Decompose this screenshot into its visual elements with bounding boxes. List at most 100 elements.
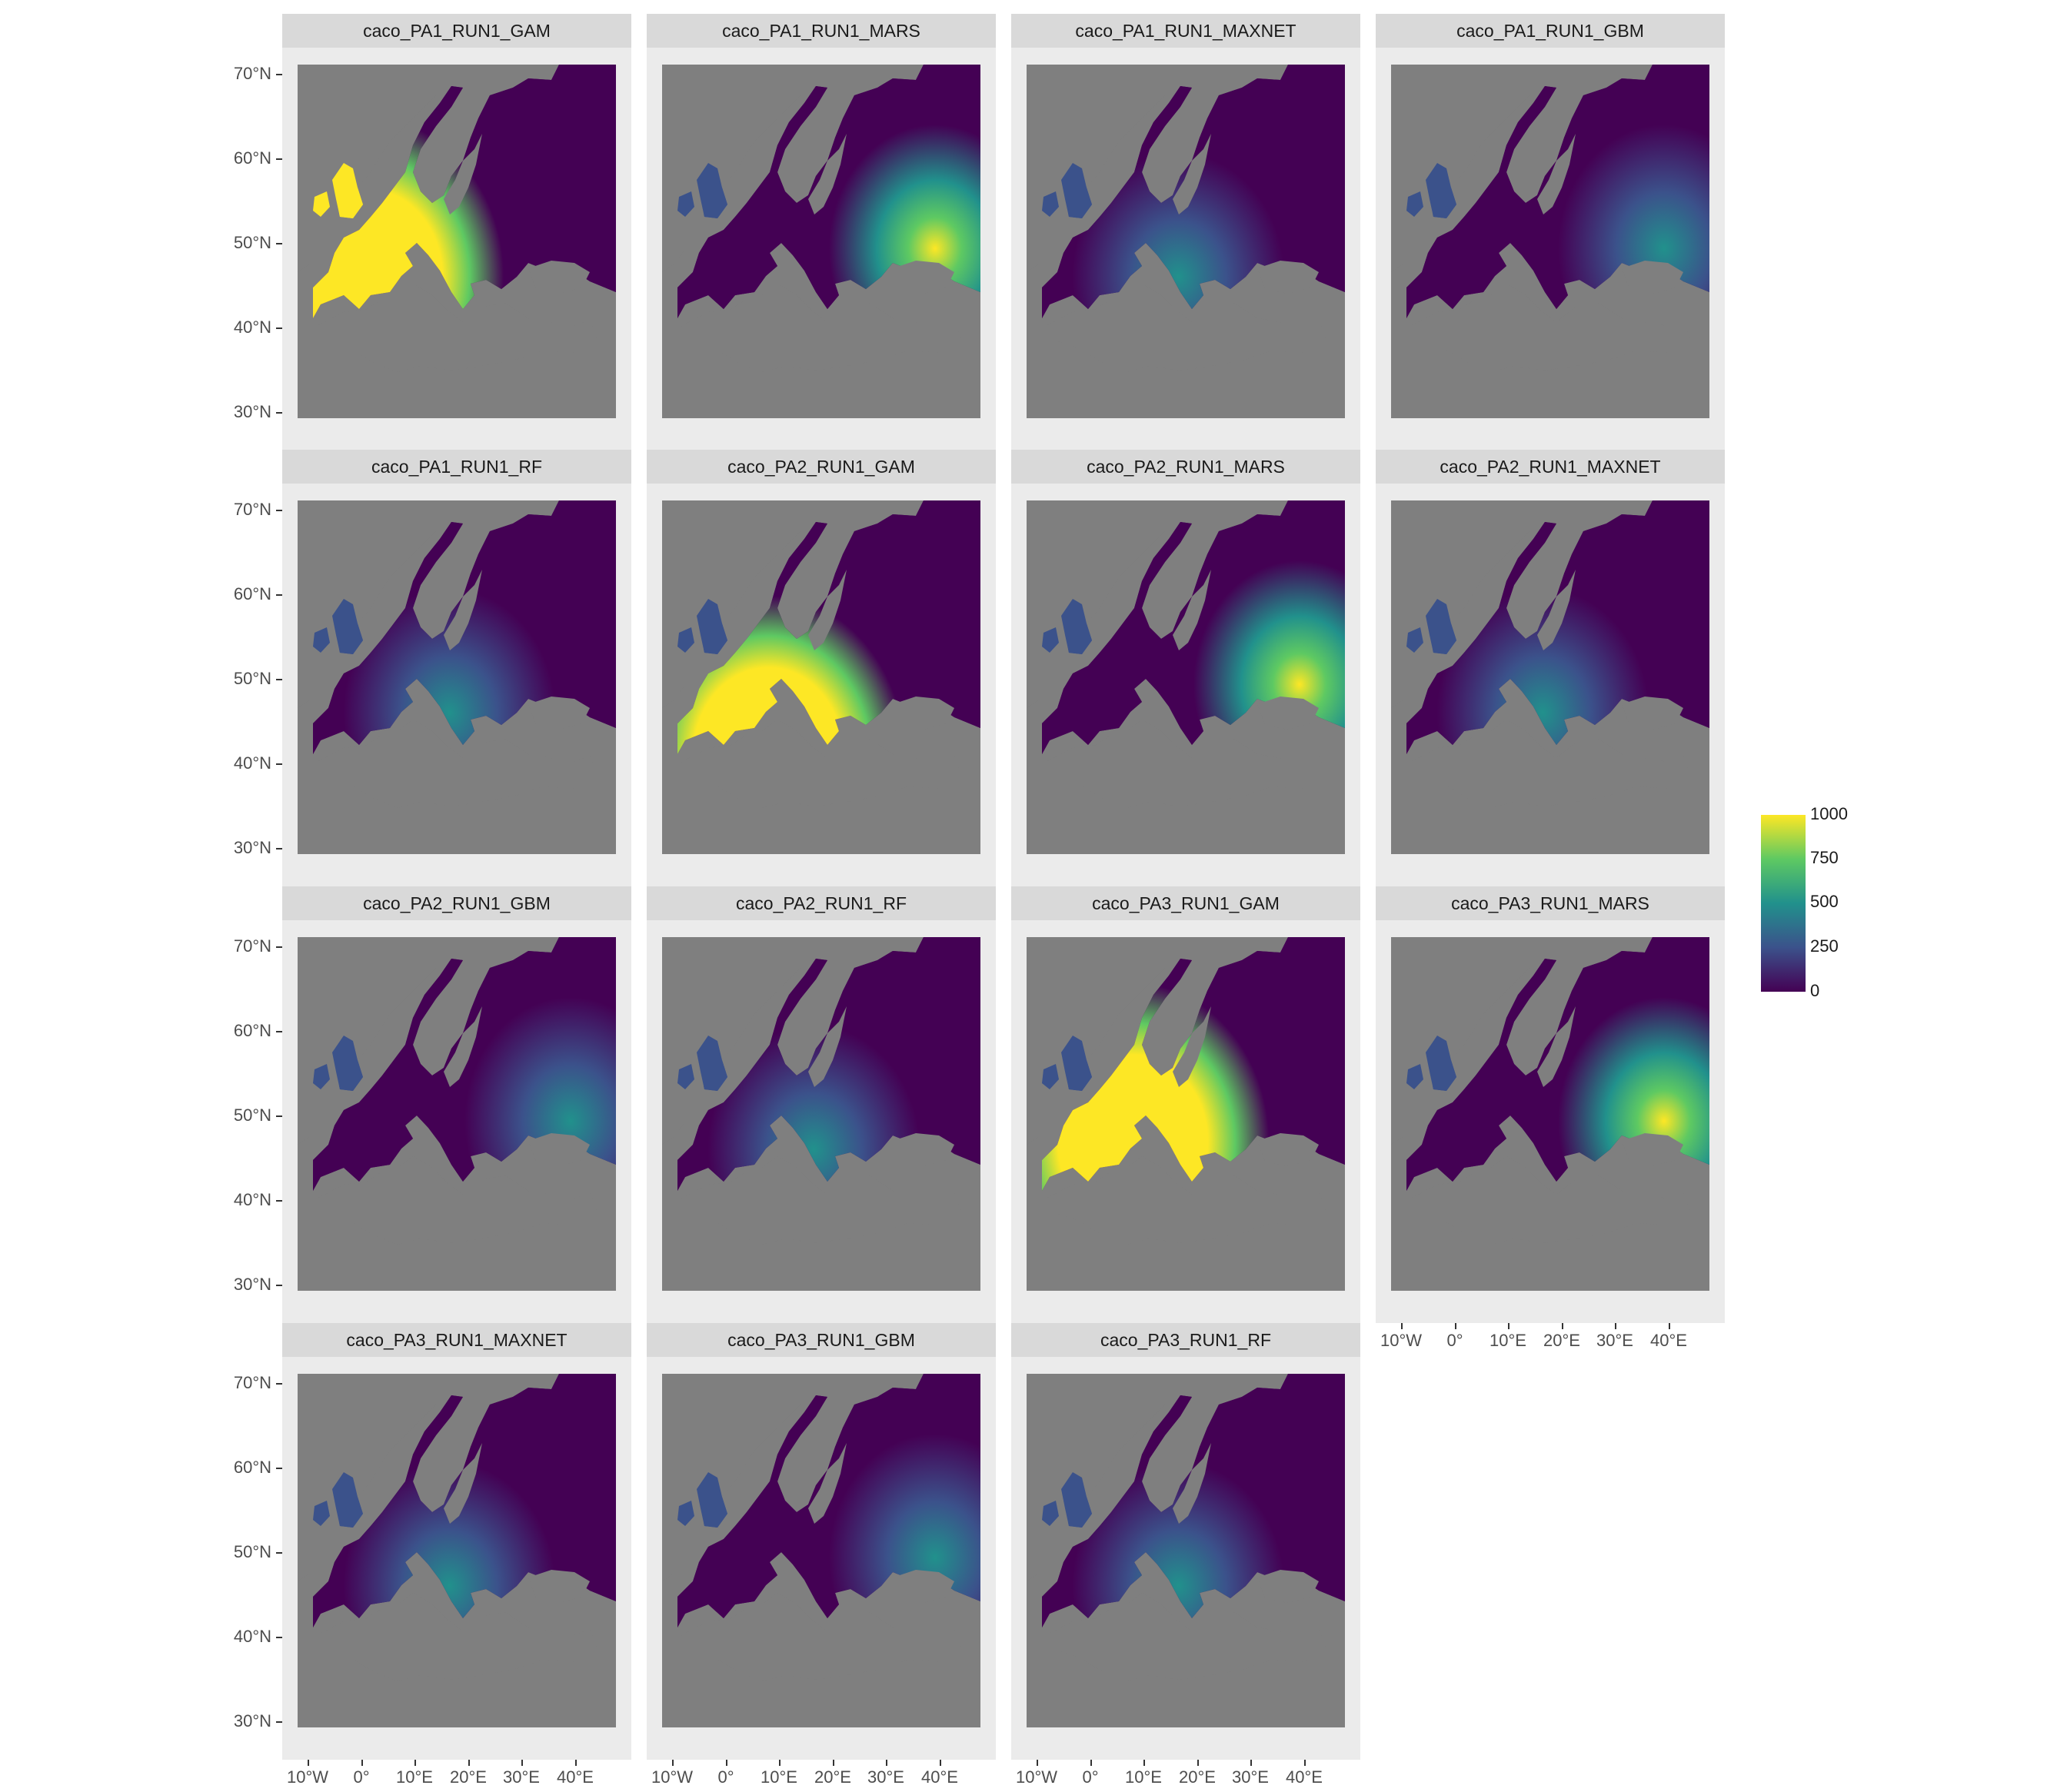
x-tick-mark: [886, 1760, 887, 1766]
x-tick-label: 10°E: [1490, 1331, 1526, 1350]
legend-label-250: 250: [1810, 936, 1839, 956]
atlantic-sea: [1027, 500, 1180, 708]
baltic-sea: [1537, 570, 1576, 650]
suitability-layer: [313, 65, 616, 418]
x-tick-label: 10°E: [761, 1767, 797, 1787]
atlantic-sea: [1027, 1374, 1180, 1581]
legend-label-750: 750: [1810, 848, 1839, 867]
x-tick-label: 0°: [353, 1767, 370, 1787]
y-tick-label: 60°N: [233, 1458, 271, 1477]
suitability-map: [1027, 500, 1345, 854]
y-tick-label: 40°N: [233, 318, 271, 337]
black-sea: [893, 1570, 954, 1603]
facet-panel: caco_PA3_RUN1_MAXNET 70°N 60°N 50°N 40°N 30°N…: [234, 1323, 631, 1792]
x-tick-label: 20°E: [814, 1767, 851, 1787]
y-tick-mark: [276, 1200, 282, 1202]
ireland-top: [1406, 1064, 1423, 1089]
suitability-map: [1027, 937, 1345, 1291]
facet-panel: caco_PA3_RUN1_MARS 10°W 0° 10°E 20°E 30°E 40°E: [1376, 886, 1725, 1355]
ireland-top: [677, 1064, 694, 1089]
facet-strip: caco_PA2_RUN1_GBM: [282, 886, 631, 920]
baltic-sea: [1537, 1006, 1576, 1087]
y-tick-mark: [276, 1721, 282, 1723]
x-tick-label: 30°E: [1596, 1331, 1633, 1350]
y-tick-mark: [276, 158, 282, 160]
y-tick-mark: [276, 594, 282, 596]
x-tick-label: 0°: [1446, 1331, 1463, 1350]
black-sea: [893, 261, 954, 294]
baltic-sea: [1173, 134, 1211, 214]
y-tick-label: 30°N: [233, 838, 271, 857]
y-tick-label: 70°N: [233, 64, 271, 83]
mediterranean-sea: [681, 1593, 962, 1681]
x-tick-mark: [1508, 1323, 1509, 1329]
baltic-sea: [444, 1443, 482, 1524]
great-britain-top: [697, 1036, 727, 1091]
facet-panel: caco_PA2_RUN1_MARS: [1011, 450, 1360, 886]
suitability-layer: [1406, 500, 1709, 854]
x-tick-mark: [1250, 1760, 1252, 1766]
black-sea: [1257, 261, 1319, 294]
great-britain-top: [332, 163, 363, 218]
x-tick-mark: [361, 1760, 363, 1766]
mediterranean-sea: [317, 284, 597, 372]
black-sea: [1257, 1570, 1319, 1603]
y-tick-mark: [276, 1031, 282, 1032]
great-britain-top: [332, 1472, 363, 1528]
y-tick-label: 70°N: [233, 1373, 271, 1392]
y-tick-label: 40°N: [233, 1627, 271, 1646]
x-tick-mark: [468, 1760, 470, 1766]
x-tick-mark: [521, 1760, 523, 1766]
suitability-map: [1391, 937, 1709, 1291]
x-tick-mark: [1455, 1323, 1456, 1329]
x-tick-label: 40°E: [1286, 1767, 1323, 1787]
suitability-map: [662, 500, 980, 854]
suitability-layer: [313, 937, 616, 1291]
y-tick-label: 50°N: [233, 1542, 271, 1561]
facet-panel: caco_PA1_RUN1_MARS: [647, 14, 996, 450]
facet-strip: caco_PA2_RUN1_MAXNET: [1376, 450, 1725, 484]
facet-strip: caco_PA2_RUN1_MARS: [1011, 450, 1360, 484]
legend-label-500: 500: [1810, 892, 1839, 911]
baltic-sea: [444, 570, 482, 650]
facet-title: caco_PA3_RUN1_GAM: [1092, 893, 1280, 913]
x-tick-label: 0°: [1082, 1767, 1099, 1787]
suitability-map: [298, 1374, 616, 1727]
y-tick-mark: [276, 679, 282, 680]
facet-panel: caco_PA1_RUN1_MAXNET: [1011, 14, 1360, 450]
y-tick-label: 70°N: [233, 500, 271, 519]
suitability-layer: [313, 500, 616, 854]
facet-panel: caco_PA2_RUN1_GAM: [647, 450, 996, 886]
facet-strip: caco_PA1_RUN1_RF: [282, 450, 631, 484]
x-tick-mark: [1143, 1760, 1145, 1766]
ireland-top: [1042, 1064, 1059, 1089]
colorbar-legend: 1000 750 500 250 0: [1761, 804, 1861, 1001]
baltic-sea: [808, 134, 847, 214]
mediterranean-sea: [1046, 284, 1326, 372]
facet-panel: caco_PA2_RUN1_GBM 70°N 60°N 50°N 40°N 30°N: [234, 886, 631, 1323]
ireland-top: [1042, 627, 1059, 653]
x-tick-mark: [1090, 1760, 1092, 1766]
atlantic-sea: [298, 65, 451, 272]
y-tick-label: 60°N: [233, 1021, 271, 1040]
atlantic-sea: [1391, 65, 1545, 272]
x-tick-label: 10°W: [1380, 1331, 1423, 1350]
mediterranean-sea: [1046, 720, 1326, 808]
x-tick-mark: [414, 1760, 416, 1766]
ireland-top: [313, 1501, 330, 1526]
atlantic-sea: [298, 500, 451, 708]
y-tick-label: 40°N: [233, 1190, 271, 1209]
baltic-sea: [808, 1006, 847, 1087]
suitability-layer: [677, 937, 980, 1291]
facet-title: caco_PA1_RUN1_RF: [371, 456, 542, 477]
atlantic-sea: [1027, 937, 1180, 1145]
facet-strip: caco_PA3_RUN1_MARS: [1376, 886, 1725, 920]
black-sea: [893, 697, 954, 730]
atlantic-sea: [298, 937, 451, 1145]
black-sea: [1622, 261, 1683, 294]
mediterranean-sea: [681, 1156, 962, 1245]
y-tick-label: 30°N: [233, 1275, 271, 1294]
x-tick-label: 20°E: [1543, 1331, 1580, 1350]
facet-strip: caco_PA3_RUN1_RF: [1011, 1323, 1360, 1357]
mediterranean-sea: [1046, 1593, 1326, 1681]
